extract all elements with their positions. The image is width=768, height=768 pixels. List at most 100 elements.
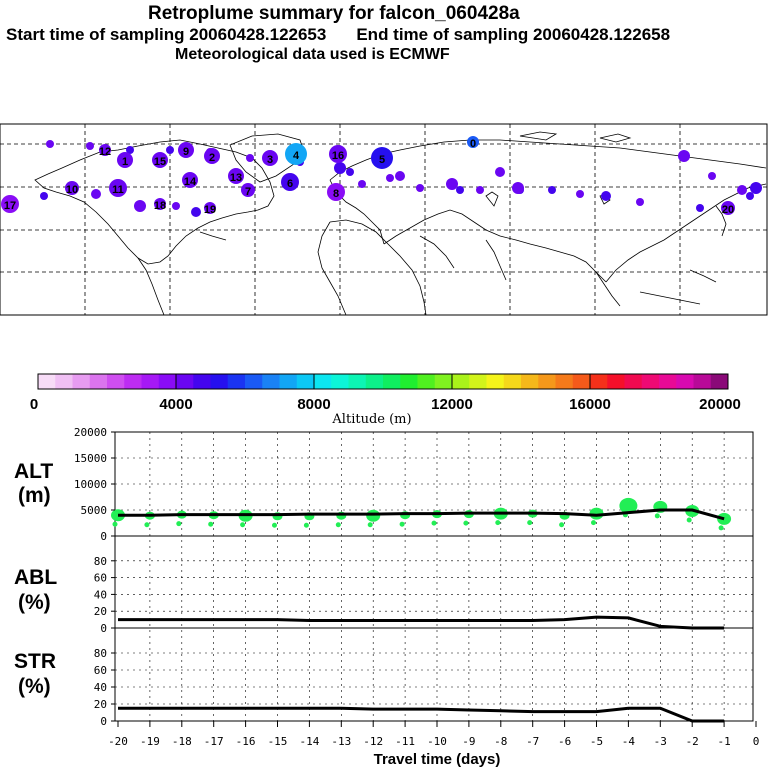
x-tick-label: -4 [622, 735, 636, 748]
alt-cluster-dot [559, 522, 565, 528]
map-marker-dot [204, 148, 220, 164]
alt-series-line [118, 508, 725, 521]
map-marker-label: 6 [287, 178, 293, 190]
abl-y-tick-label: 0 [100, 622, 107, 635]
colorbar-swatch [141, 374, 160, 389]
alt-cluster-dot [686, 517, 692, 523]
trail-dot [678, 150, 690, 162]
str-y-tick-label: 80 [94, 647, 107, 660]
x-tick-label: -3 [654, 735, 667, 748]
x-tick-label: -12 [363, 735, 383, 748]
colorbar-swatch [452, 374, 470, 389]
end-time: End time of sampling 20060428.122658 [356, 25, 671, 44]
colorbar-tick-label: 8000 [297, 396, 330, 413]
colorbar-tick-label: 20000 [699, 396, 741, 413]
trail-dot [512, 182, 524, 194]
map-marker: 14 [182, 172, 198, 188]
alt-y-tick-label: 0 [100, 530, 107, 543]
map-gridlines [0, 124, 767, 315]
map-marker-label: 12 [99, 146, 111, 158]
trail-dot [358, 180, 366, 188]
map-marker-dot [262, 150, 278, 166]
colorbar-swatch [555, 374, 574, 389]
alt-panel-label: ALT [14, 460, 53, 483]
abl-series-line [118, 615, 725, 630]
trail-dot [172, 202, 180, 210]
map-marker: 6 [281, 173, 299, 191]
trail-dot [334, 162, 346, 174]
map-marker-dot [228, 168, 244, 184]
sampling-times: Start time of sampling 20060428.122653 En… [6, 25, 768, 45]
map-marker-dot [371, 147, 393, 169]
map-marker: 12 [99, 144, 111, 158]
x-tick-label: -19 [140, 735, 160, 748]
map-marker-dot [241, 183, 255, 197]
trail-dot [346, 168, 354, 176]
x-tick-label: -11 [395, 735, 415, 748]
trail-dot [386, 174, 394, 182]
colorbar-swatch [383, 374, 401, 389]
trail-dot [737, 185, 747, 195]
colorbar-swatch [572, 374, 591, 389]
x-tick-label: -8 [494, 735, 507, 748]
colorbar-swatch [693, 374, 712, 389]
trail-dot [86, 142, 94, 150]
map-marker: 9 [178, 142, 194, 158]
alt-cluster-dot [654, 513, 660, 519]
colorbar-tick-label: 0 [30, 396, 38, 413]
str-panel-label: STR [14, 650, 56, 673]
colorbar-swatch [365, 374, 384, 389]
map-marker-dot [99, 144, 111, 156]
time-series-panels: 20000 15000 10000 5000 0 80 60 40 20 0 80 60 40 20 0 -… [14, 426, 759, 768]
colorbar-swatch [331, 374, 349, 389]
map-marker-dot [178, 142, 194, 158]
map-marker-dot [182, 172, 198, 188]
colorbar-swatch [348, 374, 367, 389]
alt-cluster-dot [431, 520, 437, 526]
colorbar-swatch [314, 374, 332, 389]
trail-dot [548, 186, 556, 194]
str-y-tick-label: 40 [94, 681, 107, 694]
map-marker-label: 10 [66, 184, 78, 196]
colorbar-swatch [503, 374, 522, 389]
panels-frame [114, 431, 754, 722]
map-marker-dot [285, 143, 307, 165]
colorbar-swatch [279, 374, 298, 389]
trail-dot [476, 186, 484, 194]
trail-dot [134, 200, 146, 212]
alt-cluster-dot [591, 520, 596, 526]
map-marker-dot [204, 202, 216, 214]
map-marker: 20 [721, 201, 735, 216]
trail-dot [46, 140, 54, 148]
trail-dot [750, 182, 762, 194]
x-tick-label: -1 [717, 735, 730, 748]
colorbar-swatch [38, 374, 56, 389]
colorbar-swatch [434, 374, 453, 389]
colorbar-swatch [469, 374, 487, 389]
colorbar-swatch [227, 374, 246, 389]
colorbar-swatch [193, 374, 211, 389]
x-tick-label: -16 [236, 735, 256, 748]
map-marker-label: 20 [722, 204, 734, 216]
x-tick-label: -9 [462, 735, 475, 748]
colorbar-swatch [676, 374, 694, 389]
colorbar-swatch [624, 374, 643, 389]
series-lines [118, 508, 725, 723]
map-marker-dot [65, 181, 79, 195]
colorbar-swatch [486, 374, 505, 389]
alt-cluster-dot [495, 520, 501, 526]
map-marker-dot [117, 152, 133, 168]
colorbar-swatch [590, 374, 608, 389]
map-marker-dot [327, 183, 345, 201]
trail-dot [576, 190, 584, 198]
map-marker-dot [109, 179, 127, 197]
x-tick-label: -10 [427, 735, 447, 748]
map-marker-label: 13 [230, 172, 242, 184]
trail-dot [40, 192, 48, 200]
abl-panel-label: ABL [14, 566, 57, 589]
altitude-colorbar: 0 4000 8000 12000 16000 20000 Altitude (m) [30, 373, 741, 427]
alt-y-tick-label: 5000 [81, 504, 108, 517]
alt-cluster-dot [303, 522, 309, 528]
map-marker: 13 [228, 168, 244, 184]
map-marker-dot [467, 136, 479, 148]
